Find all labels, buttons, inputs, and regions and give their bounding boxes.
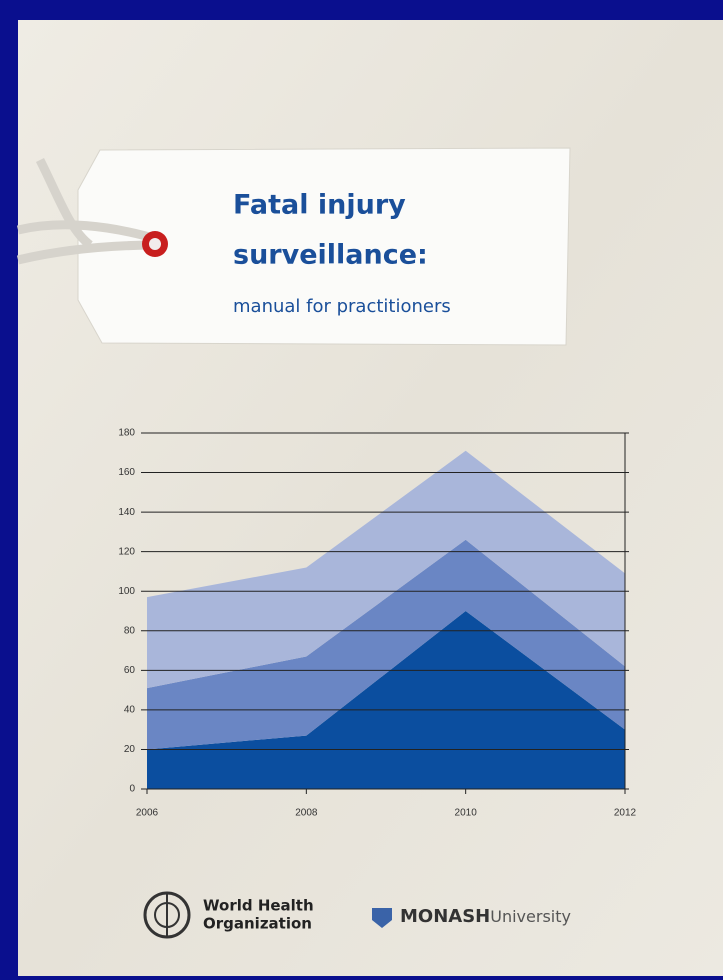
tag-hole [149, 238, 161, 250]
y-tick-label: 160 [118, 467, 135, 478]
y-tick-label: 40 [124, 705, 136, 716]
logo-suffix: University [490, 907, 571, 926]
logo-text: MONASHUniversity [400, 906, 571, 927]
x-tick-label: 2006 [136, 808, 159, 819]
logo-text: World Health [203, 897, 314, 915]
y-tick-label: 80 [124, 625, 136, 636]
y-tick-label: 100 [118, 586, 135, 597]
x-tick-label: 2012 [614, 808, 637, 819]
logo-name: MONASH [400, 906, 490, 927]
title: Fatal injury [233, 190, 406, 221]
page: {"cover": {"title_line1": "Fatal injury"… [0, 0, 723, 976]
y-tick-label: 0 [129, 784, 135, 795]
x-tick-label: 2008 [295, 808, 318, 819]
title: surveillance: [233, 240, 428, 271]
y-tick-label: 60 [124, 665, 136, 676]
subtitle: manual for practitioners [233, 296, 451, 317]
logo-text: Organization [203, 915, 312, 933]
y-tick-label: 140 [118, 507, 135, 518]
x-tick-label: 2010 [455, 808, 478, 819]
y-tick-label: 120 [118, 546, 135, 557]
cover: Fatal injury surveillance: manual for pr… [0, 0, 723, 976]
y-tick-label: 20 [124, 744, 136, 755]
y-tick-label: 180 [118, 428, 135, 439]
